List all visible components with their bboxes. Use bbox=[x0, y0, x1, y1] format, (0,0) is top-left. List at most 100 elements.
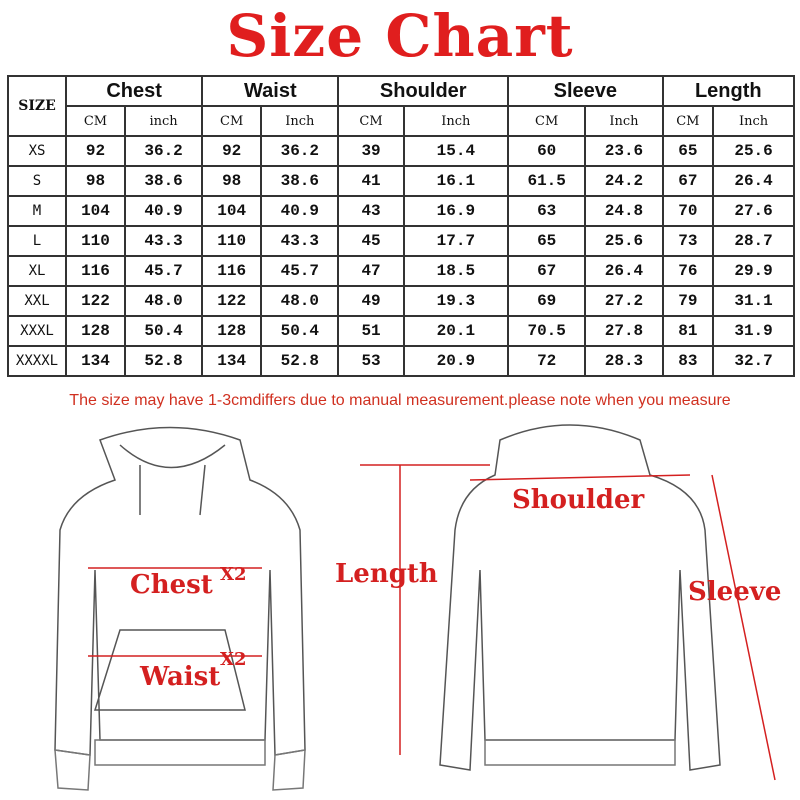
value-cell: 24.2 bbox=[584, 165, 664, 197]
value-cell: 79 bbox=[661, 285, 715, 317]
value-cell: 116 bbox=[201, 255, 263, 287]
value-cell: 40.9 bbox=[123, 195, 204, 227]
table-row: XXXL 128 50.4 128 50.4 51 20.1 70.5 27.8 81 31.9 bbox=[7, 315, 795, 347]
value-cell: 92 bbox=[201, 135, 263, 167]
value-cell: 17.7 bbox=[402, 225, 510, 257]
value-cell: 92 bbox=[65, 135, 126, 167]
table-row: XXL 122 48.0 122 48.0 49 19.3 69 27.2 79 31.1 bbox=[7, 285, 795, 317]
waist-label: Waist bbox=[139, 662, 220, 692]
value-cell: 128 bbox=[65, 315, 126, 347]
value-cell: 36.2 bbox=[260, 135, 340, 167]
value-cell: 27.6 bbox=[712, 195, 795, 227]
value-cell: 128 bbox=[201, 315, 263, 347]
value-cell: 40.9 bbox=[260, 195, 340, 227]
chest-label: Chest bbox=[130, 570, 213, 600]
value-cell: 65 bbox=[507, 225, 587, 257]
size-cell: XL bbox=[7, 255, 67, 287]
value-cell: 18.5 bbox=[402, 255, 510, 287]
value-cell: 67 bbox=[661, 165, 715, 197]
value-cell: 25.6 bbox=[584, 225, 664, 257]
measurement-note: The size may have 1-3cmdiffers due to ma… bbox=[69, 392, 731, 409]
value-cell: 76 bbox=[661, 255, 715, 287]
chest-x2-label: X2 bbox=[220, 564, 247, 585]
value-cell: 49 bbox=[337, 285, 405, 317]
size-cell: L bbox=[7, 225, 67, 257]
value-cell: 50.4 bbox=[123, 315, 204, 347]
value-cell: 65 bbox=[661, 135, 715, 167]
unit-header: Inch bbox=[712, 105, 795, 137]
value-cell: 110 bbox=[201, 225, 263, 257]
value-cell: 45.7 bbox=[123, 255, 204, 287]
value-cell: 60 bbox=[507, 135, 587, 167]
length-label: Length bbox=[335, 559, 438, 589]
value-cell: 27.8 bbox=[584, 315, 664, 347]
value-cell: 16.1 bbox=[402, 165, 510, 197]
unit-header: CM bbox=[507, 105, 587, 137]
back-hoodie-drawing bbox=[439, 424, 721, 771]
size-header: SIZE bbox=[7, 75, 67, 137]
value-cell: 73 bbox=[661, 225, 715, 257]
group-header: Sleeve bbox=[507, 75, 664, 107]
size-cell: XXXL bbox=[7, 315, 67, 347]
value-cell: 38.6 bbox=[123, 165, 204, 197]
value-cell: 41 bbox=[337, 165, 405, 197]
shoulder-arrow bbox=[469, 474, 691, 481]
value-cell: 20.9 bbox=[402, 345, 510, 377]
table-row: XS 92 36.2 92 36.2 39 15.4 60 23.6 65 25.6 bbox=[7, 135, 795, 167]
value-cell: 70.5 bbox=[507, 315, 587, 347]
value-cell: 31.1 bbox=[712, 285, 795, 317]
value-cell: 24.8 bbox=[584, 195, 664, 227]
front-hoodie-drawing bbox=[54, 426, 306, 791]
value-cell: 45.7 bbox=[260, 255, 340, 287]
value-cell: 28.3 bbox=[584, 345, 664, 377]
value-cell: 50.4 bbox=[260, 315, 340, 347]
value-cell: 48.0 bbox=[123, 285, 204, 317]
value-cell: 134 bbox=[65, 345, 126, 377]
unit-header: CM bbox=[661, 105, 715, 137]
size-cell: XXL bbox=[7, 285, 67, 317]
value-cell: 104 bbox=[201, 195, 263, 227]
value-cell: 25.6 bbox=[712, 135, 795, 167]
value-cell: 47 bbox=[337, 255, 405, 287]
value-cell: 122 bbox=[201, 285, 263, 317]
table-row: S 98 38.6 98 38.6 41 16.1 61.5 24.2 67 26.4 bbox=[7, 165, 795, 197]
page-title: Size Chart bbox=[226, 2, 574, 70]
table-row: L 110 43.3 110 43.3 45 17.7 65 25.6 73 28.7 bbox=[7, 225, 795, 257]
value-cell: 70 bbox=[661, 195, 715, 227]
group-header: Length bbox=[661, 75, 796, 107]
value-cell: 48.0 bbox=[260, 285, 340, 317]
value-cell: 15.4 bbox=[402, 135, 510, 167]
size-cell: XS bbox=[7, 135, 67, 167]
value-cell: 43.3 bbox=[123, 225, 204, 257]
unit-header: Inch bbox=[584, 105, 664, 137]
value-cell: 39 bbox=[337, 135, 405, 167]
unit-header: Inch bbox=[402, 105, 510, 137]
unit-header: inch bbox=[123, 105, 204, 137]
table-row: XXXXL 134 52.8 134 52.8 53 20.9 72 28.3 83 32.7 bbox=[7, 345, 795, 377]
value-cell: 110 bbox=[65, 225, 126, 257]
unit-header: Inch bbox=[260, 105, 340, 137]
size-table: SIZE Chest Waist Shoulder Sleeve Length … bbox=[7, 75, 796, 377]
table-row: M 104 40.9 104 40.9 43 16.9 63 24.8 70 27.6 bbox=[7, 195, 795, 227]
value-cell: 69 bbox=[507, 285, 587, 317]
hoodie-diagrams: Chest X2 Waist X2 Length Shoulder Sleeve bbox=[54, 424, 781, 791]
value-cell: 36.2 bbox=[123, 135, 204, 167]
value-cell: 19.3 bbox=[402, 285, 510, 317]
value-cell: 52.8 bbox=[260, 345, 340, 377]
value-cell: 16.9 bbox=[402, 195, 510, 227]
value-cell: 31.9 bbox=[712, 315, 795, 347]
value-cell: 38.6 bbox=[260, 165, 340, 197]
unit-header: CM bbox=[337, 105, 405, 137]
value-cell: 51 bbox=[337, 315, 405, 347]
value-cell: 20.1 bbox=[402, 315, 510, 347]
size-cell: XXXXL bbox=[7, 345, 67, 377]
size-cell: M bbox=[7, 195, 67, 227]
value-cell: 28.7 bbox=[712, 225, 795, 257]
value-cell: 134 bbox=[201, 345, 263, 377]
size-cell: S bbox=[7, 165, 67, 197]
sleeve-arrow bbox=[711, 474, 776, 781]
unit-header: CM bbox=[65, 105, 126, 137]
shoulder-label: Shoulder bbox=[512, 485, 645, 515]
value-cell: 53 bbox=[337, 345, 405, 377]
